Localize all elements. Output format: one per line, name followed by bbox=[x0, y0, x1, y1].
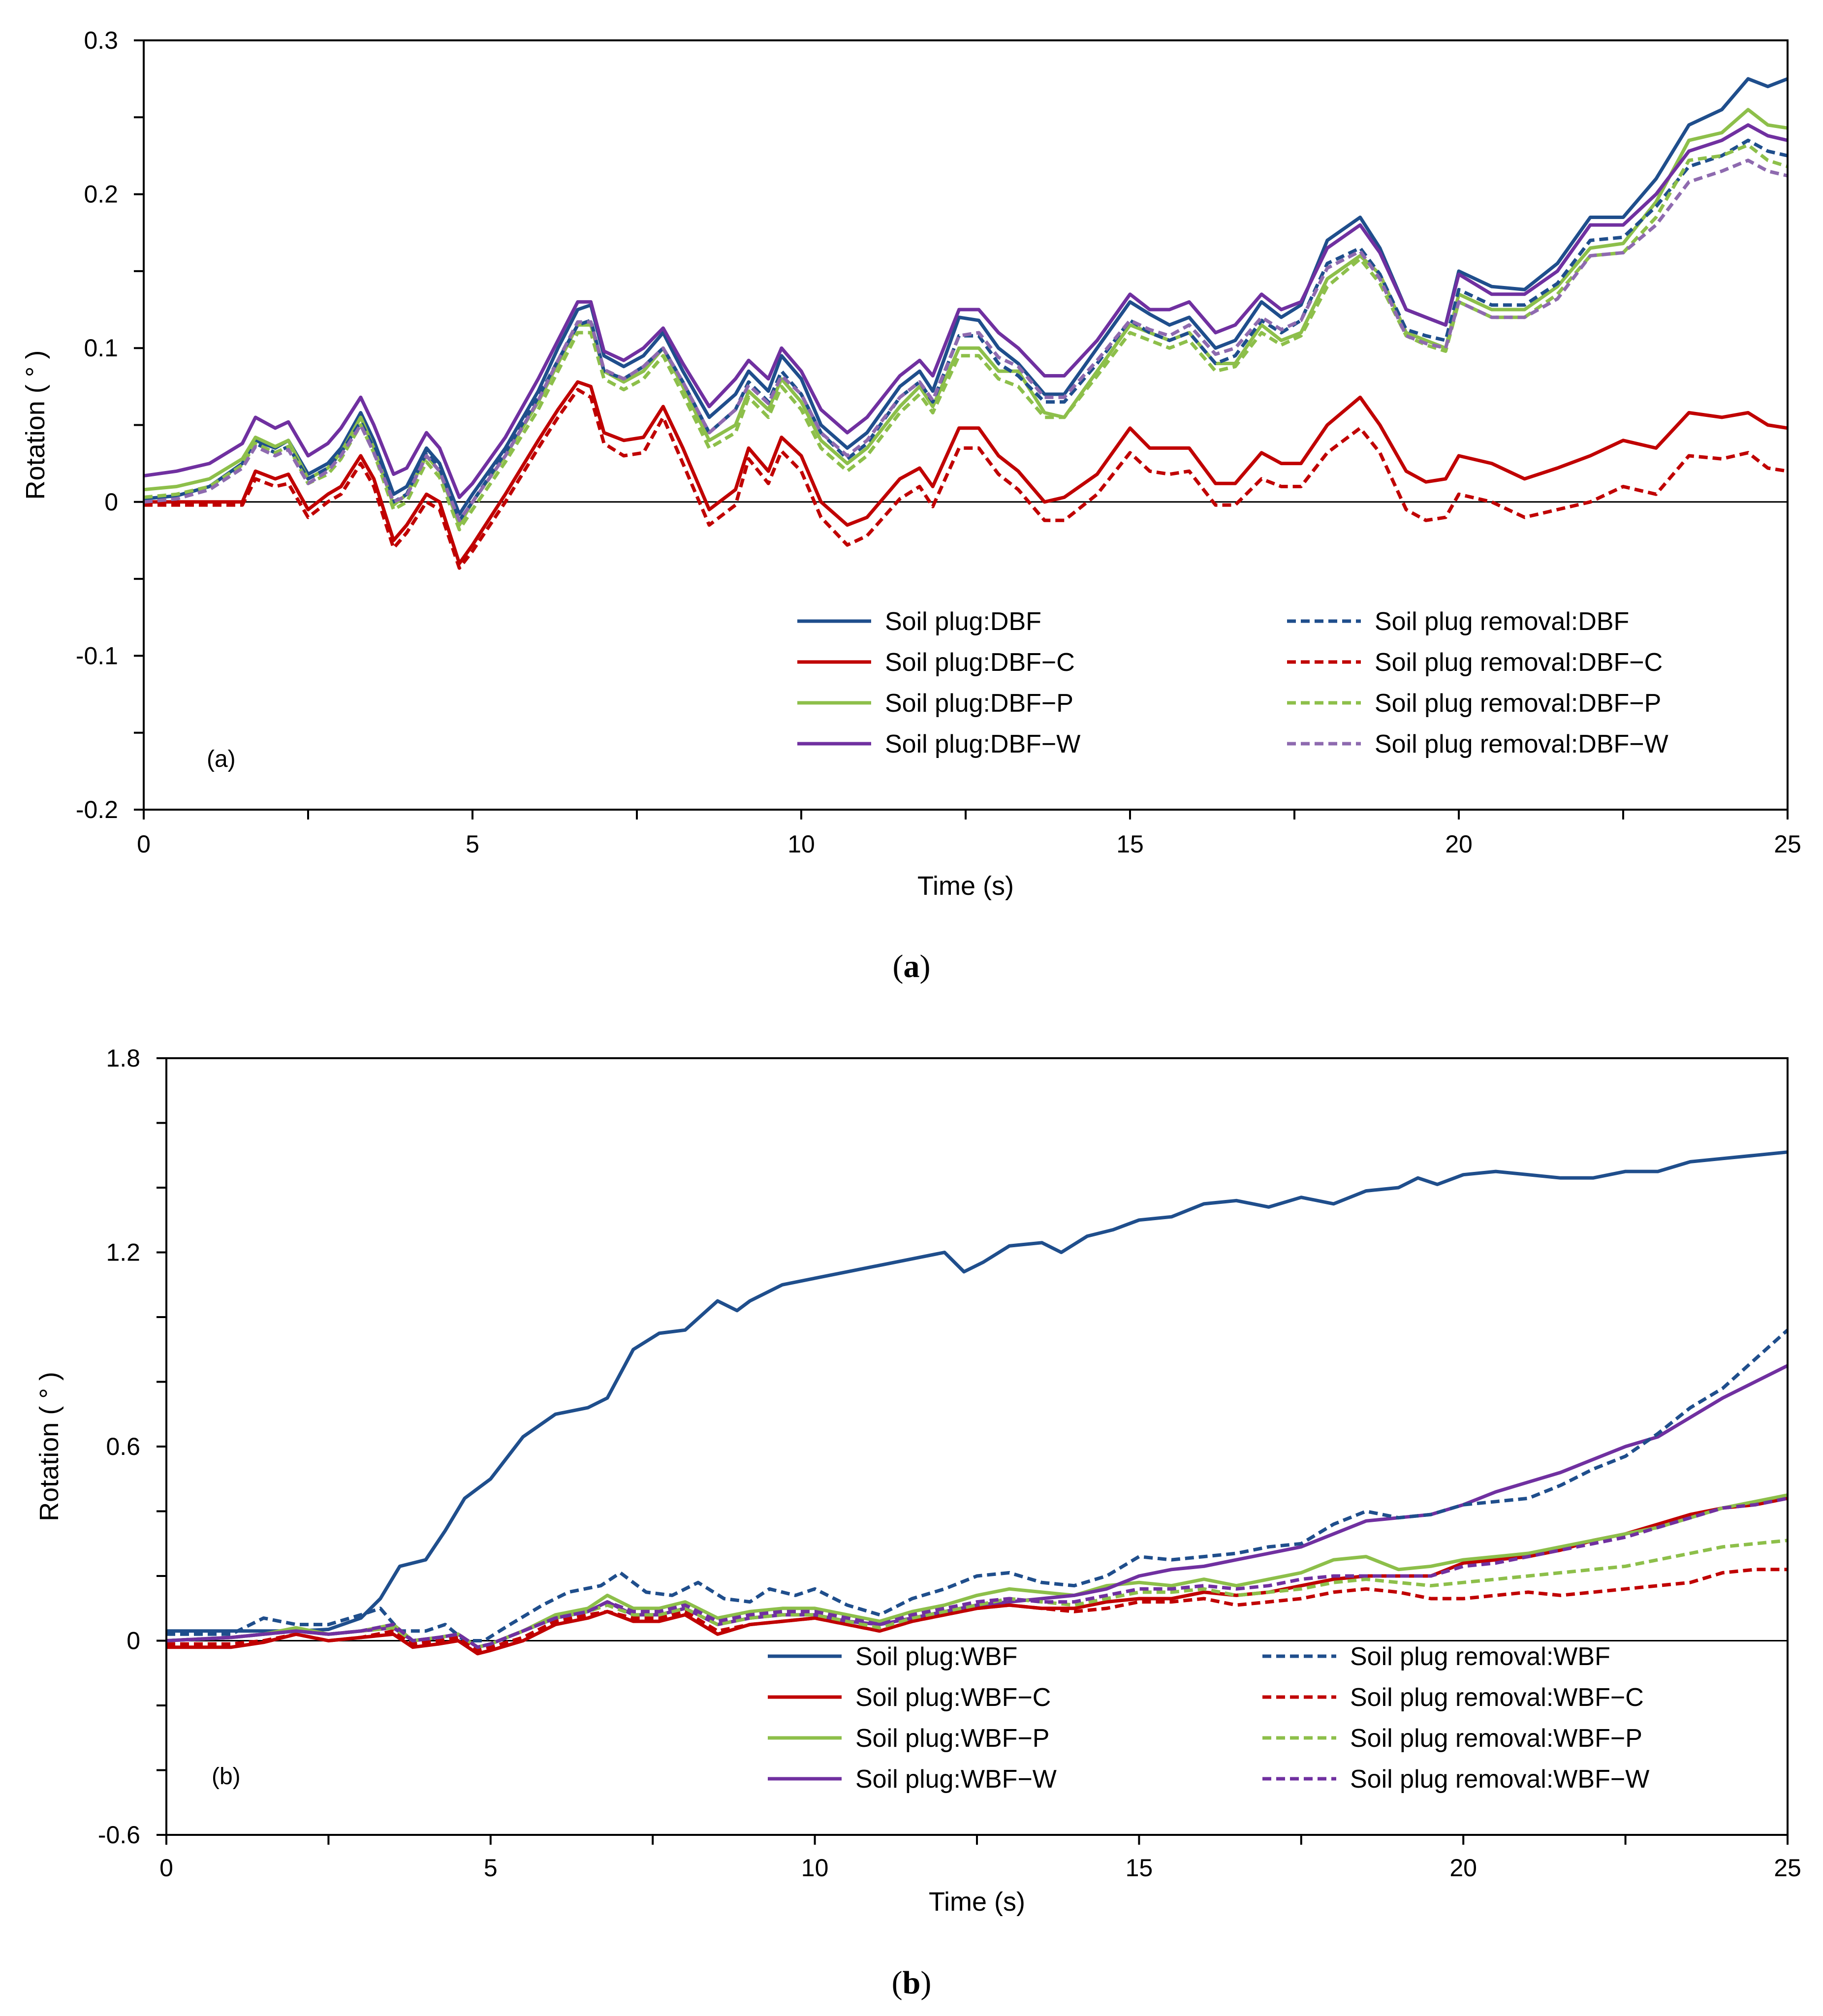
x-tick-label: 5 bbox=[466, 830, 479, 858]
legend-label: Soil plug:WBF bbox=[855, 1642, 1017, 1671]
legend-label: Soil plug removal:DBF−W bbox=[1375, 730, 1668, 758]
series-line-soil-plug-removal-dbf-p bbox=[143, 143, 1789, 532]
y-tick-label: 0.3 bbox=[84, 27, 118, 54]
legend-label: Soil plug:WBF−W bbox=[855, 1765, 1057, 1794]
caption-open-paren: ( bbox=[892, 1965, 903, 2001]
series-line-soil-plug-removal-wbf bbox=[166, 1328, 1789, 1642]
series-line-soil-plug-removal-dbf-c bbox=[144, 388, 1788, 570]
caption-close-paren: ) bbox=[920, 1965, 931, 2001]
y-tick-label: 1.8 bbox=[106, 1044, 140, 1072]
x-tick-label: 0 bbox=[159, 1854, 173, 1882]
caption-close-paren: ) bbox=[920, 948, 931, 984]
legend-label: Soil plug removal:DBF bbox=[1375, 607, 1629, 636]
series-line-soil-plug-dbf-w bbox=[143, 123, 1788, 499]
legend-label: Soil plug:WBF−P bbox=[855, 1724, 1050, 1753]
x-tick-label: 5 bbox=[484, 1854, 498, 1882]
y-tick-label: 0.1 bbox=[84, 334, 118, 362]
x-axis-title: Time (s) bbox=[917, 871, 1014, 901]
y-axis-title: Rotation ( ° ) bbox=[21, 350, 50, 500]
legend-label: Soil plug removal:WBF−W bbox=[1350, 1765, 1649, 1794]
series-line-soil-plug-dbf-c bbox=[144, 380, 1788, 566]
legend-label: Soil plug removal:WBF−P bbox=[1350, 1724, 1642, 1753]
y-tick-label: -0.6 bbox=[98, 1821, 140, 1849]
legend-label: Soil plug removal:WBF−C bbox=[1350, 1683, 1644, 1712]
legend: Soil plug:DBF Soil plug:DBF−C Soil plug:DB… bbox=[797, 607, 1668, 758]
legend-label: Soil plug removal:WBF bbox=[1350, 1642, 1610, 1671]
caption-letter: b bbox=[903, 1965, 921, 2001]
y-tick-label: 1.2 bbox=[106, 1239, 140, 1266]
legend-label: Soil plug:DBF bbox=[885, 607, 1041, 636]
legend-label: Soil plug:DBF−P bbox=[885, 689, 1073, 718]
x-tick-label: 20 bbox=[1445, 830, 1473, 858]
figure-caption: (a) bbox=[893, 948, 931, 984]
series-line-soil-plug-removal-wbf-w bbox=[166, 1496, 1788, 1649]
y-tick-label: -0.1 bbox=[76, 642, 118, 669]
y-tick-label: -0.2 bbox=[76, 796, 118, 823]
legend-label: Soil plug:WBF−C bbox=[855, 1683, 1051, 1712]
y-tick-label: 0 bbox=[126, 1627, 140, 1655]
y-tick-label: 0 bbox=[104, 488, 118, 516]
x-tick-label: 25 bbox=[1774, 1854, 1801, 1882]
x-tick-label: 25 bbox=[1774, 830, 1801, 858]
x-tick-label: 10 bbox=[787, 830, 815, 858]
y-tick-label: 0.6 bbox=[106, 1433, 140, 1460]
x-tick-label: 15 bbox=[1126, 1854, 1153, 1882]
series-line-soil-plug-removal-wbf-c bbox=[166, 1568, 1788, 1652]
x-tick-label: 10 bbox=[801, 1854, 829, 1882]
legend-label: Soil plug:DBF−C bbox=[885, 648, 1075, 677]
figure-caption: (b) bbox=[892, 1965, 932, 2001]
chart-panel-a: 0 5 10 15 20 25 -0.2 -0.1 0 0.1 0.2 0.3 Time (s) Rota… bbox=[21, 27, 1801, 984]
x-tick-label: 15 bbox=[1116, 830, 1144, 858]
x-tick-label: 20 bbox=[1449, 1854, 1477, 1882]
y-tick-label: 0.2 bbox=[84, 181, 118, 208]
panel-label: (a) bbox=[207, 746, 236, 772]
caption-open-paren: ( bbox=[893, 948, 904, 984]
legend: Soil plug:WBF Soil plug:WBF−C Soil plug:WB… bbox=[768, 1642, 1649, 1794]
series-line-soil-plug-wbf bbox=[166, 1150, 1788, 1633]
x-tick-label: 0 bbox=[137, 830, 151, 858]
legend-label: Soil plug:DBF−W bbox=[885, 730, 1080, 758]
caption-letter: a bbox=[904, 948, 920, 984]
legend-label: Soil plug removal:DBF−P bbox=[1375, 689, 1661, 718]
x-axis-title: Time (s) bbox=[929, 1887, 1025, 1917]
panel-label: (b) bbox=[212, 1764, 241, 1790]
legend-label: Soil plug removal:DBF−C bbox=[1375, 648, 1663, 677]
y-axis-title: Rotation ( ° ) bbox=[34, 1372, 64, 1521]
chart-panel-b: 0 5 10 15 20 25 -0.6 0 0.6 1.2 1.8 Time (s) Rotation… bbox=[34, 1044, 1801, 2001]
series-line-soil-plug-dbf-p bbox=[143, 108, 1788, 527]
series-line-soil-plug-removal-dbf-w bbox=[143, 158, 1788, 522]
